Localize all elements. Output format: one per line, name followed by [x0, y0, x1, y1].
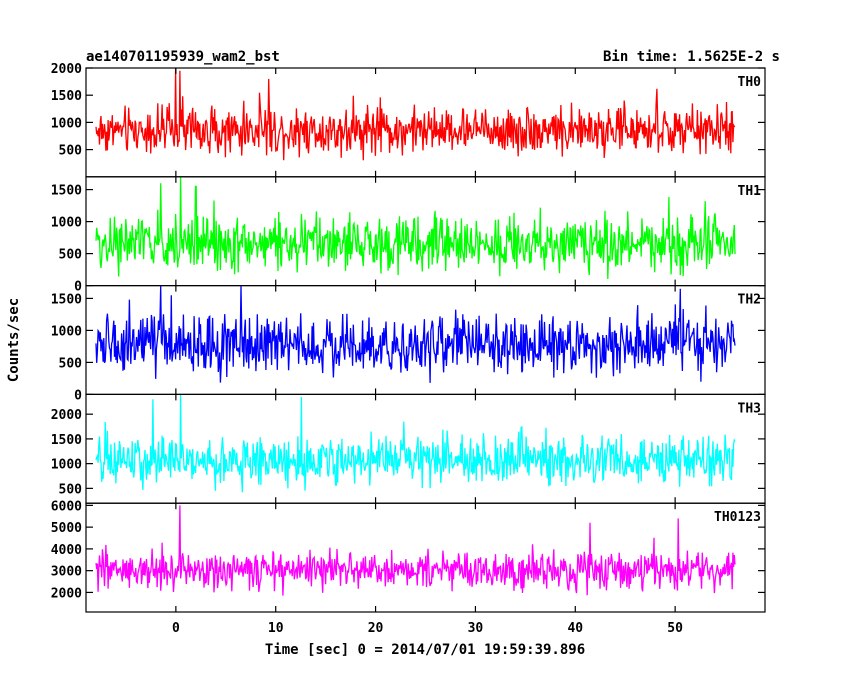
- series-label-th0: TH0: [738, 75, 762, 90]
- series-line-th1: [95, 176, 736, 280]
- bin-time-label: Bin time: 1.5625E-2 s: [603, 49, 780, 65]
- series-label-th0123: TH0123: [714, 510, 761, 525]
- panel-th2: 0 500 1000 1500 TH2: [51, 285, 766, 403]
- series-line-th0123: [95, 505, 736, 596]
- y-tick-label: 1500: [51, 433, 82, 448]
- y-tick-label: 500: [59, 482, 83, 497]
- y-tick-label: 3000: [51, 565, 82, 580]
- x-tick-label: 30: [468, 621, 484, 636]
- y-tick-label: 2000: [51, 586, 82, 601]
- series-label-th3: TH3: [738, 401, 761, 416]
- y-axis-label: Counts/sec: [6, 298, 22, 382]
- y-tick-label: 6000: [51, 499, 82, 514]
- x-tick-label: 40: [567, 621, 583, 636]
- x-tick-label: 10: [268, 621, 284, 636]
- y-tick-label: 1000: [51, 458, 82, 473]
- series-line-th0: [95, 68, 736, 161]
- y-tick-label: 1000: [51, 116, 82, 131]
- chart-title: ae140701195939_wam2_bst: [86, 49, 280, 65]
- y-tick-label: 2000: [51, 408, 82, 423]
- y-tick-label: 1500: [51, 89, 82, 104]
- y-tick-label: 1000: [51, 324, 82, 339]
- y-tick-label: 1500: [51, 292, 82, 307]
- panels-group: 500 1000 1500 2000 TH0 0 500 1000 1500 TH1 0 500 100…: [51, 62, 766, 613]
- y-tick-label: 5000: [51, 521, 82, 536]
- panel-th0123: 2000 3000 4000 5000 6000 TH0123: [51, 499, 766, 613]
- x-axis: 0 10 20 30 40 50: [172, 621, 683, 636]
- series-label-th2: TH2: [738, 293, 761, 308]
- y-tick-label: 500: [59, 356, 83, 371]
- y-tick-label: 500: [59, 248, 83, 263]
- series-line-th3: [95, 394, 736, 493]
- x-axis-label: Time [sec] 0 = 2014/07/01 19:59:39.896: [265, 642, 585, 658]
- panel-th1: 0 500 1000 1500 TH1: [51, 176, 766, 295]
- x-tick-label: 50: [667, 621, 683, 636]
- y-tick-label: 0: [74, 388, 82, 403]
- y-tick-label: 1500: [51, 184, 82, 199]
- series-label-th1: TH1: [738, 184, 762, 199]
- series-line-th2: [95, 285, 736, 383]
- panel-th0: 500 1000 1500 2000 TH0: [51, 62, 766, 178]
- y-tick-label: 2000: [51, 62, 82, 77]
- y-tick-label: 0: [74, 280, 82, 295]
- y-tick-label: 1000: [51, 216, 82, 231]
- y-tick-label: 500: [59, 144, 83, 159]
- y-tick-label: 4000: [51, 543, 82, 558]
- panel-th3: 500 1000 1500 2000 TH3: [51, 393, 766, 504]
- x-tick-label: 20: [368, 621, 384, 636]
- panel-frame: [85, 502, 766, 613]
- x-tick-label: 0: [172, 621, 180, 636]
